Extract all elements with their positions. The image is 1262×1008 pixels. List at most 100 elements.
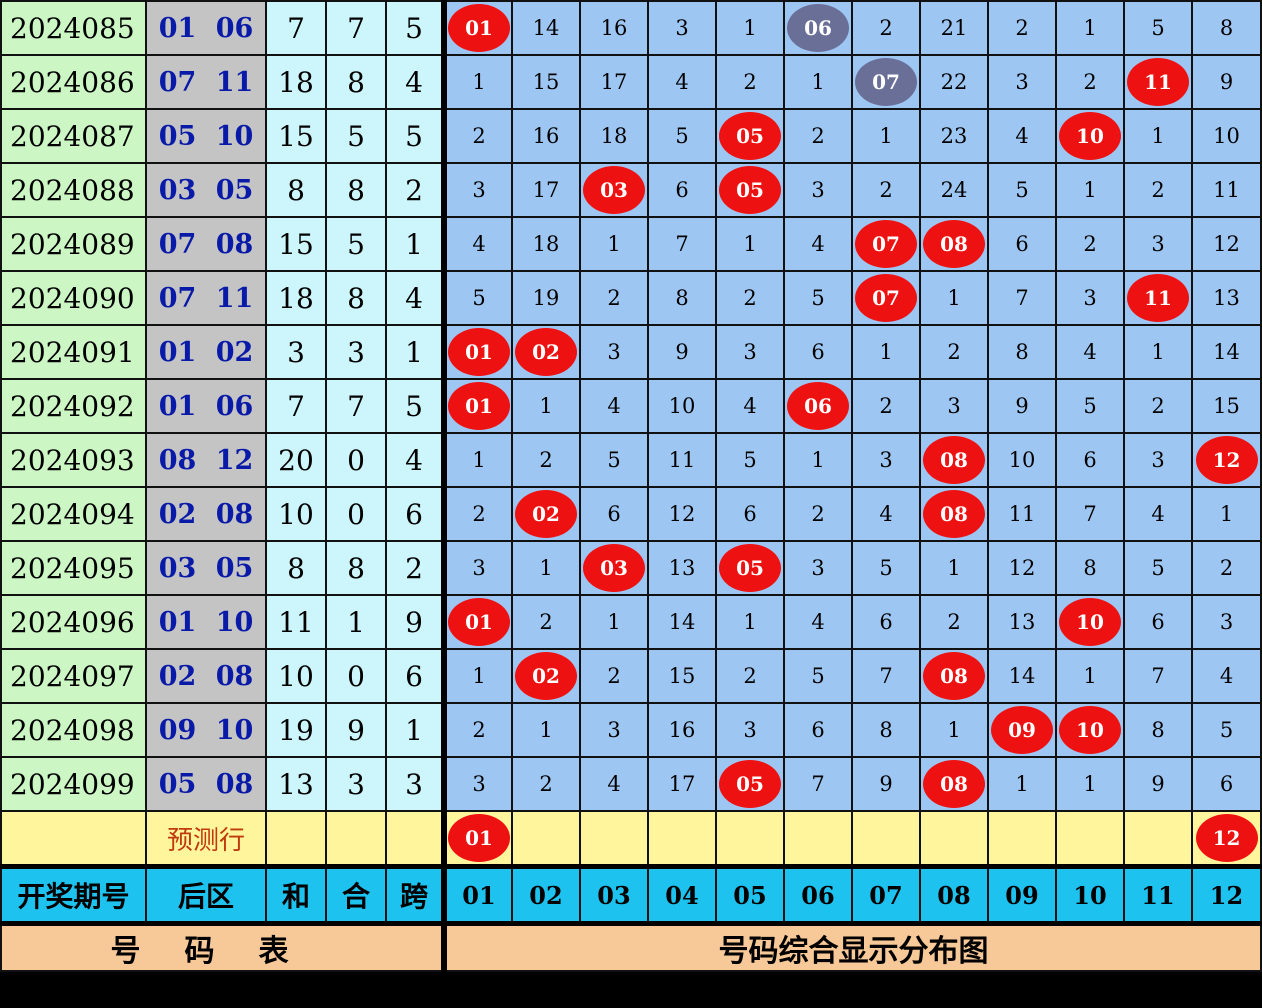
grid-cell: 4 [1055, 324, 1125, 380]
grid-cell: 18 [579, 108, 649, 164]
sum-cell: 7 [265, 0, 327, 56]
grid-cell: 07 [851, 270, 921, 326]
grid-cell: 2 [851, 378, 921, 434]
grid-cell: 2 [579, 648, 649, 704]
sum-cell: 13 [265, 756, 327, 812]
grid-cell: 5 [441, 270, 513, 326]
data-row: 2024086 07 11 18 8 4 1 15 17 4 2 1 07 22 3 2 11 9 [0, 54, 1262, 110]
grid-cell: 13 [647, 540, 717, 596]
span-cell: 2 [385, 162, 445, 218]
grid-cell: 10 [1055, 108, 1125, 164]
data-row: 2024090 07 11 18 8 4 5 19 2 8 2 5 07 1 7 3 11 13 [0, 270, 1262, 326]
grid-cell: 1 [1055, 0, 1125, 56]
grid-cell: 3 [1123, 216, 1193, 272]
grid-cell: 4 [579, 378, 649, 434]
prediction-row: 预测行 01 12 [0, 810, 1262, 868]
back-numbers-cell: 05 08 [145, 756, 267, 812]
period-cell: 2024098 [0, 702, 147, 758]
sum-cell: 10 [265, 648, 327, 704]
grid-cell: 1 [579, 216, 649, 272]
grid-cell: 7 [987, 270, 1057, 326]
header-back: 后区 [145, 864, 267, 925]
span-cell: 9 [385, 594, 445, 650]
grid-cell: 5 [1055, 378, 1125, 434]
grid-cell: 2 [1055, 216, 1125, 272]
grid-cell: 2 [851, 0, 921, 56]
grid-cell: 3 [441, 162, 513, 218]
period-cell: 2024096 [0, 594, 147, 650]
grid-cell: 10 [1055, 594, 1125, 650]
hit-ball: 05 [719, 760, 781, 808]
prediction-cell [511, 810, 581, 868]
grid-cell: 1 [919, 702, 989, 758]
grid-cell: 16 [579, 0, 649, 56]
grid-cell: 2 [851, 162, 921, 218]
grid-cell: 3 [441, 756, 513, 812]
header-sum: 和 [265, 864, 327, 925]
header-number: 05 [715, 864, 785, 925]
hit-ball: 07 [855, 220, 917, 268]
grid-cell: 2 [1123, 162, 1193, 218]
grid-cell: 05 [715, 162, 785, 218]
back-numbers-cell: 01 10 [145, 594, 267, 650]
grid-cell: 2 [511, 756, 581, 812]
grid-cell: 1 [441, 432, 513, 488]
he-cell: 8 [325, 270, 387, 326]
grid-cell: 08 [919, 432, 989, 488]
back-numbers-cell: 05 10 [145, 108, 267, 164]
data-row: 2024098 09 10 19 9 1 2 1 3 16 3 6 8 1 09 10 8 5 [0, 702, 1262, 758]
grid-cell: 5 [1123, 0, 1193, 56]
grid-cell: 3 [783, 162, 853, 218]
prediction-cell [579, 810, 649, 868]
grid-cell: 8 [1123, 702, 1193, 758]
grid-cell: 3 [715, 324, 785, 380]
grid-cell: 4 [851, 486, 921, 542]
grid-cell: 11 [987, 486, 1057, 542]
data-row: 2024095 03 05 8 8 2 3 1 03 13 05 3 5 1 12 8 5 2 [0, 540, 1262, 596]
header-he: 合 [325, 864, 387, 925]
grid-cell: 08 [919, 216, 989, 272]
prediction-cell [987, 810, 1057, 868]
grid-cell: 5 [783, 270, 853, 326]
span-cell: 4 [385, 270, 445, 326]
grid-cell: 7 [783, 756, 853, 812]
grid-cell: 16 [511, 108, 581, 164]
he-cell: 8 [325, 540, 387, 596]
period-cell: 2024087 [0, 108, 147, 164]
span-cell: 1 [385, 324, 445, 380]
period-cell: 2024099 [0, 756, 147, 812]
grid-cell: 3 [783, 540, 853, 596]
prediction-sum-cell [265, 810, 327, 868]
grid-cell: 1 [1123, 108, 1193, 164]
he-cell: 0 [325, 648, 387, 704]
grid-cell: 13 [1191, 270, 1262, 326]
header-number: 02 [511, 864, 581, 925]
grid-cell: 5 [647, 108, 717, 164]
hit-ball: 10 [1059, 706, 1121, 754]
he-cell: 7 [325, 0, 387, 56]
hit-ball: 05 [719, 166, 781, 214]
grid-cell: 6 [987, 216, 1057, 272]
grid-cell: 2 [441, 108, 513, 164]
grid-cell: 08 [919, 756, 989, 812]
hit-ball: 05 [719, 544, 781, 592]
prediction-cell: 01 [441, 810, 513, 868]
header-number: 10 [1055, 864, 1125, 925]
grid-cell: 6 [579, 486, 649, 542]
span-cell: 5 [385, 0, 445, 56]
grid-cell: 2 [511, 594, 581, 650]
grid-cell: 11 [647, 432, 717, 488]
grid-cell: 2 [1191, 540, 1262, 596]
sum-cell: 15 [265, 108, 327, 164]
back-numbers-cell: 01 06 [145, 0, 267, 56]
hit-ball: 11 [1127, 58, 1189, 106]
he-cell: 5 [325, 216, 387, 272]
sum-cell: 15 [265, 216, 327, 272]
grid-cell: 2 [579, 270, 649, 326]
grid-cell: 15 [511, 54, 581, 110]
hit-ball: 06 [787, 382, 849, 430]
grid-cell: 24 [919, 162, 989, 218]
back-numbers-cell: 02 08 [145, 486, 267, 542]
footer-row: 号码表 号码综合显示分布图 [0, 921, 1262, 972]
grid-cell: 12 [987, 540, 1057, 596]
